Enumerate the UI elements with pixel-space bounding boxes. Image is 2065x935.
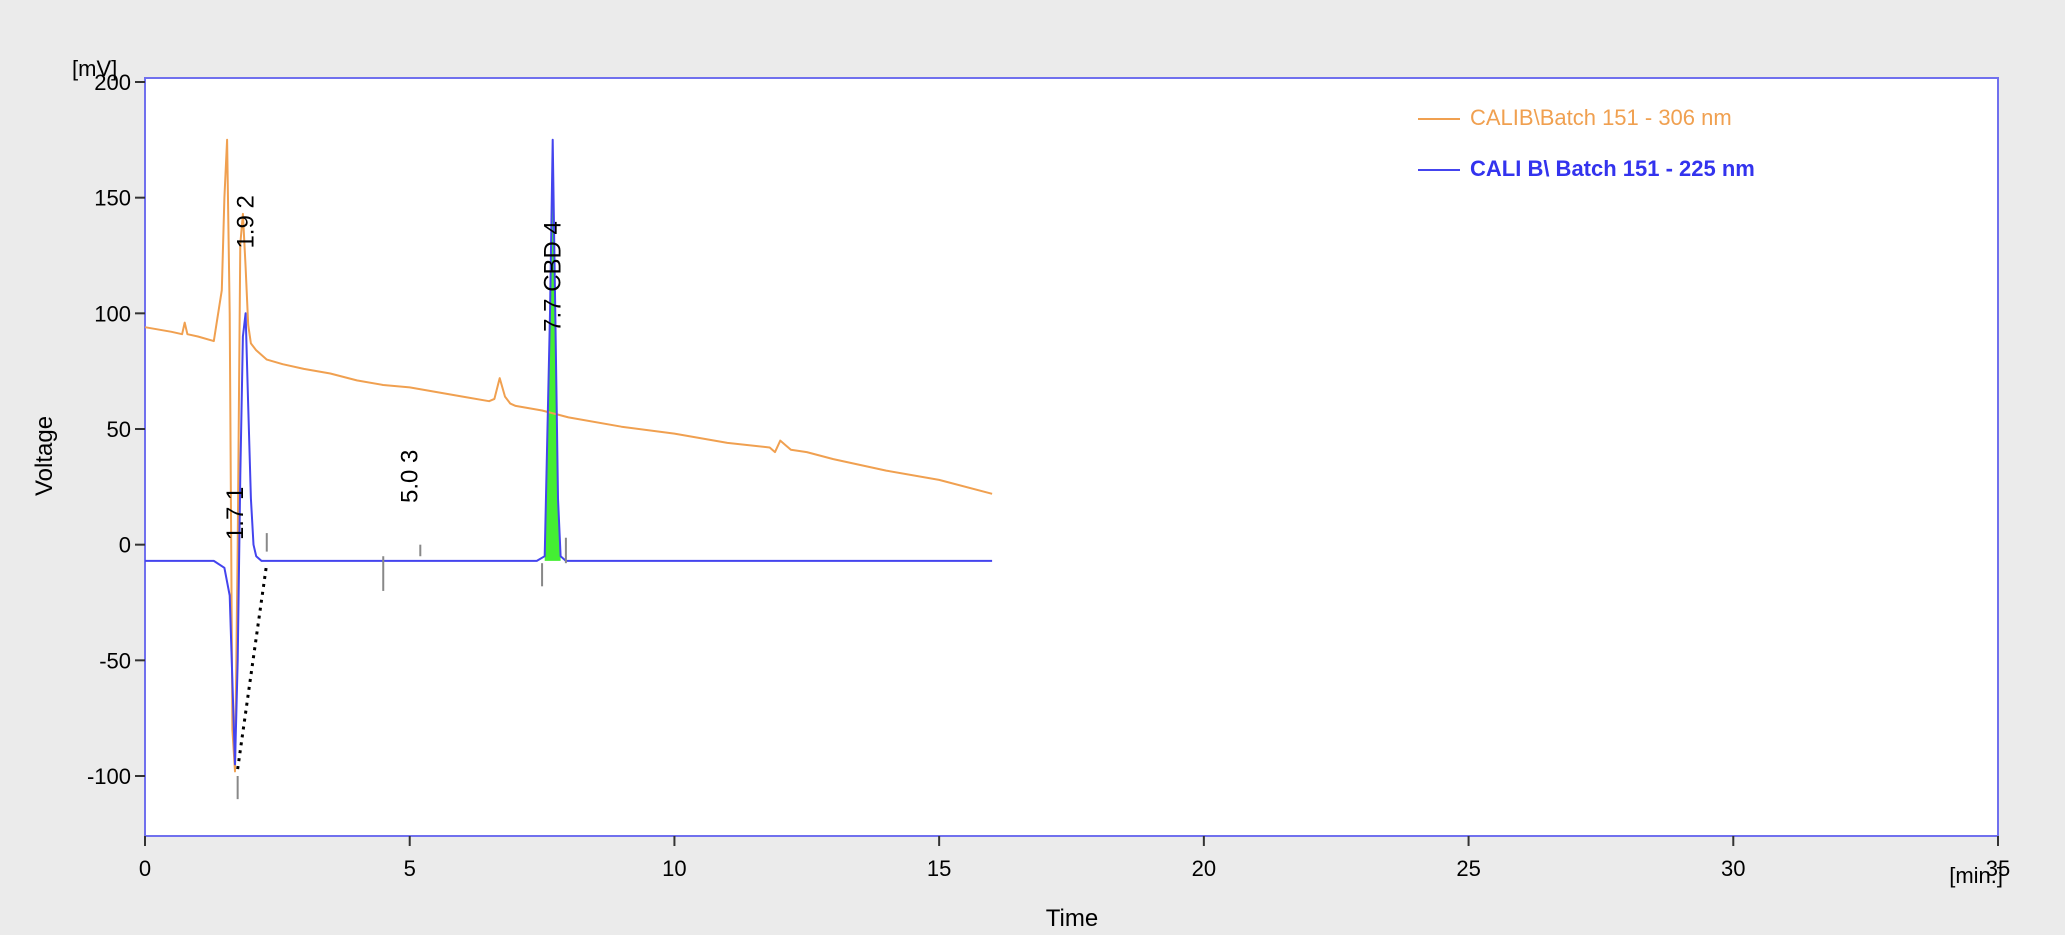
y-tick-label: 150	[94, 186, 131, 211]
x-tick-label: 5	[404, 856, 416, 881]
y-tick-label: 50	[107, 417, 131, 442]
x-axis: 0 5 10 15 20 25 30 35	[139, 836, 2010, 881]
peak-label-2: 1.9 2	[233, 195, 260, 248]
x-tick-label: 0	[139, 856, 151, 881]
y-tick-label: -100	[87, 764, 131, 789]
plot-area	[144, 77, 1999, 837]
x-tick-label: 20	[1192, 856, 1216, 881]
series-layer	[144, 138, 993, 773]
legend: CALIB\Batch 151 - 306 nm CALI B\ Batch 1…	[1418, 105, 1755, 181]
x-tick-label: 10	[662, 856, 686, 881]
peak-label-4: 7.7 CBD 4	[540, 221, 567, 332]
y-tick-label: 200	[94, 70, 131, 95]
x-tick-label: 30	[1721, 856, 1745, 881]
y-tick-label: -50	[99, 648, 131, 673]
series-line-225nm	[145, 138, 993, 766]
y-tick-label: 0	[119, 533, 131, 558]
series-line-306nm	[144, 138, 993, 773]
peak-label-3: 5.0 3	[397, 450, 424, 503]
x-tick-label: 25	[1456, 856, 1480, 881]
peak-annotation-layer: 1.7 1 1.9 2 5.0 3 7.7 CBD 4	[222, 195, 567, 800]
x-tick-label: 15	[927, 856, 951, 881]
x-tick-label: 35	[1986, 856, 2010, 881]
y-unit-label: [mV]	[72, 56, 117, 81]
x-unit-label: [min.]	[1949, 863, 2003, 888]
legend-label-225nm: CALI B\ Batch 151 - 225 nm	[1470, 156, 1755, 181]
legend-label-306nm: CALIB\Batch 151 - 306 nm	[1470, 105, 1732, 130]
y-axis: -100 -50 0 50 100 150 200	[87, 70, 145, 789]
y-tick-label: 100	[94, 301, 131, 326]
integration-baseline	[236, 562, 269, 770]
peak-label-1: 1.7 1	[222, 487, 249, 540]
x-axis-title: Time	[1046, 905, 1098, 930]
y-axis-title: Voltage	[31, 416, 58, 496]
